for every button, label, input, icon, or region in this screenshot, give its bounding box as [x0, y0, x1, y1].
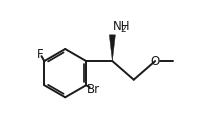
Text: F: F	[37, 48, 44, 61]
Text: NH: NH	[113, 20, 130, 33]
Polygon shape	[109, 35, 115, 61]
Text: Br: Br	[87, 83, 100, 96]
Text: O: O	[151, 55, 160, 68]
Text: 2: 2	[120, 25, 126, 34]
